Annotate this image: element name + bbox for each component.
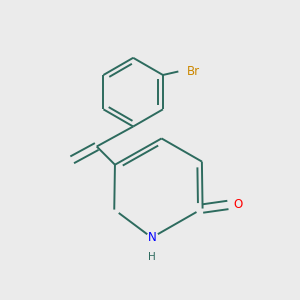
Text: N: N: [147, 231, 156, 244]
Text: H: H: [148, 252, 156, 262]
Text: Br: Br: [186, 65, 200, 78]
Text: O: O: [233, 198, 242, 211]
